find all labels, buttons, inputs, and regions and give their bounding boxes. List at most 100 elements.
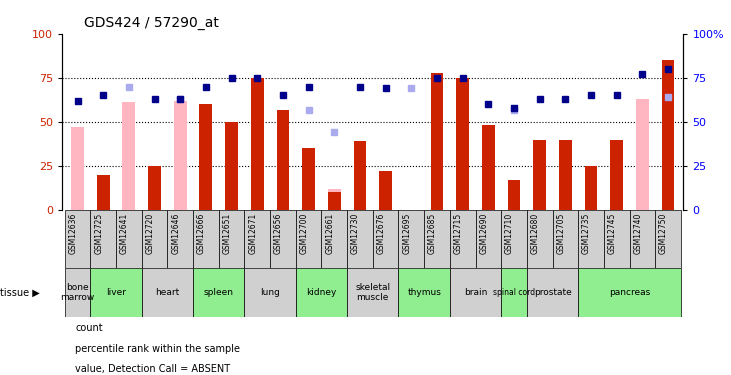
Bar — [450, 210, 475, 268]
Bar — [482, 125, 495, 210]
Text: GSM12735: GSM12735 — [582, 213, 591, 254]
Text: GSM12661: GSM12661 — [325, 213, 334, 254]
Bar — [347, 268, 398, 317]
Bar — [91, 268, 142, 317]
Bar — [456, 78, 469, 210]
Text: GSM12636: GSM12636 — [69, 213, 77, 254]
Text: pancreas: pancreas — [609, 288, 650, 297]
Text: GSM12680: GSM12680 — [531, 213, 539, 254]
Bar — [655, 210, 681, 268]
Bar — [296, 268, 347, 317]
Bar — [219, 210, 244, 268]
Text: GSM12690: GSM12690 — [480, 213, 488, 254]
Text: GSM12676: GSM12676 — [376, 213, 386, 254]
Bar — [527, 210, 553, 268]
Bar — [373, 210, 398, 268]
Text: brain: brain — [464, 288, 487, 297]
Bar — [431, 72, 444, 210]
Bar — [148, 166, 161, 210]
Bar — [354, 164, 366, 210]
Bar — [475, 210, 501, 268]
Text: GSM12740: GSM12740 — [633, 213, 643, 254]
Bar — [578, 268, 681, 317]
Text: GSM12695: GSM12695 — [402, 213, 412, 254]
Text: percentile rank within the sample: percentile rank within the sample — [75, 344, 240, 354]
Text: spleen: spleen — [204, 288, 234, 297]
Text: GSM12651: GSM12651 — [223, 213, 232, 254]
Bar — [322, 210, 347, 268]
Bar — [379, 173, 392, 210]
Bar — [251, 78, 264, 210]
Bar — [507, 180, 520, 210]
Text: tissue ▶: tissue ▶ — [0, 288, 39, 297]
Text: GSM12685: GSM12685 — [428, 213, 437, 254]
Text: GSM12720: GSM12720 — [145, 213, 154, 254]
Text: GSM12710: GSM12710 — [505, 213, 514, 254]
Text: GSM12666: GSM12666 — [197, 213, 206, 254]
Bar — [398, 210, 424, 268]
Bar — [276, 110, 289, 210]
Text: GDS424 / 57290_at: GDS424 / 57290_at — [84, 16, 219, 30]
Text: GSM12745: GSM12745 — [607, 213, 617, 254]
Bar — [200, 104, 212, 210]
Text: lung: lung — [260, 288, 280, 297]
Bar — [354, 141, 366, 210]
Bar — [142, 268, 193, 317]
Bar — [328, 189, 341, 210]
Bar — [296, 210, 322, 268]
Text: GSM12730: GSM12730 — [351, 213, 360, 254]
Text: bone
marrow: bone marrow — [61, 283, 95, 302]
Bar — [96, 175, 110, 210]
Bar — [629, 210, 655, 268]
Text: GSM12715: GSM12715 — [454, 213, 463, 254]
Text: GSM12700: GSM12700 — [300, 213, 308, 254]
Bar — [174, 101, 186, 210]
Bar — [244, 268, 296, 317]
Text: GSM12705: GSM12705 — [556, 213, 565, 254]
Bar — [610, 140, 623, 210]
Bar — [527, 268, 578, 317]
Bar — [193, 210, 219, 268]
Bar — [71, 127, 84, 210]
Text: skeletal
muscle: skeletal muscle — [355, 283, 390, 302]
Bar — [398, 268, 450, 317]
Text: count: count — [75, 323, 103, 333]
Bar — [167, 210, 193, 268]
Text: liver: liver — [106, 288, 126, 297]
Bar — [424, 210, 450, 268]
Bar — [604, 210, 629, 268]
Bar — [302, 148, 315, 210]
Bar — [193, 268, 244, 317]
Bar — [662, 60, 675, 210]
Text: heart: heart — [155, 288, 180, 297]
Text: GSM12641: GSM12641 — [120, 213, 129, 254]
Bar — [553, 210, 578, 268]
Text: GSM12671: GSM12671 — [249, 213, 257, 254]
Text: kidney: kidney — [306, 288, 337, 297]
Bar — [123, 102, 135, 210]
Bar — [578, 210, 604, 268]
Text: GSM12725: GSM12725 — [94, 213, 103, 254]
Bar — [270, 210, 296, 268]
Bar — [636, 99, 649, 210]
Bar — [328, 192, 341, 210]
Bar — [585, 166, 597, 210]
Bar — [244, 210, 270, 268]
Bar — [347, 210, 373, 268]
Bar — [302, 164, 315, 210]
Bar — [501, 210, 527, 268]
Text: GSM12656: GSM12656 — [274, 213, 283, 254]
Bar — [116, 210, 142, 268]
Bar — [65, 268, 91, 317]
Text: GSM12646: GSM12646 — [171, 213, 181, 254]
Text: thymus: thymus — [407, 288, 441, 297]
Bar — [65, 210, 91, 268]
Text: value, Detection Call = ABSENT: value, Detection Call = ABSENT — [75, 364, 230, 374]
Text: spinal cord: spinal cord — [493, 288, 535, 297]
Bar — [559, 140, 572, 210]
Bar — [225, 122, 238, 210]
Text: GSM12750: GSM12750 — [659, 213, 668, 254]
Bar — [91, 210, 116, 268]
Bar — [379, 171, 392, 210]
Bar — [534, 140, 546, 210]
